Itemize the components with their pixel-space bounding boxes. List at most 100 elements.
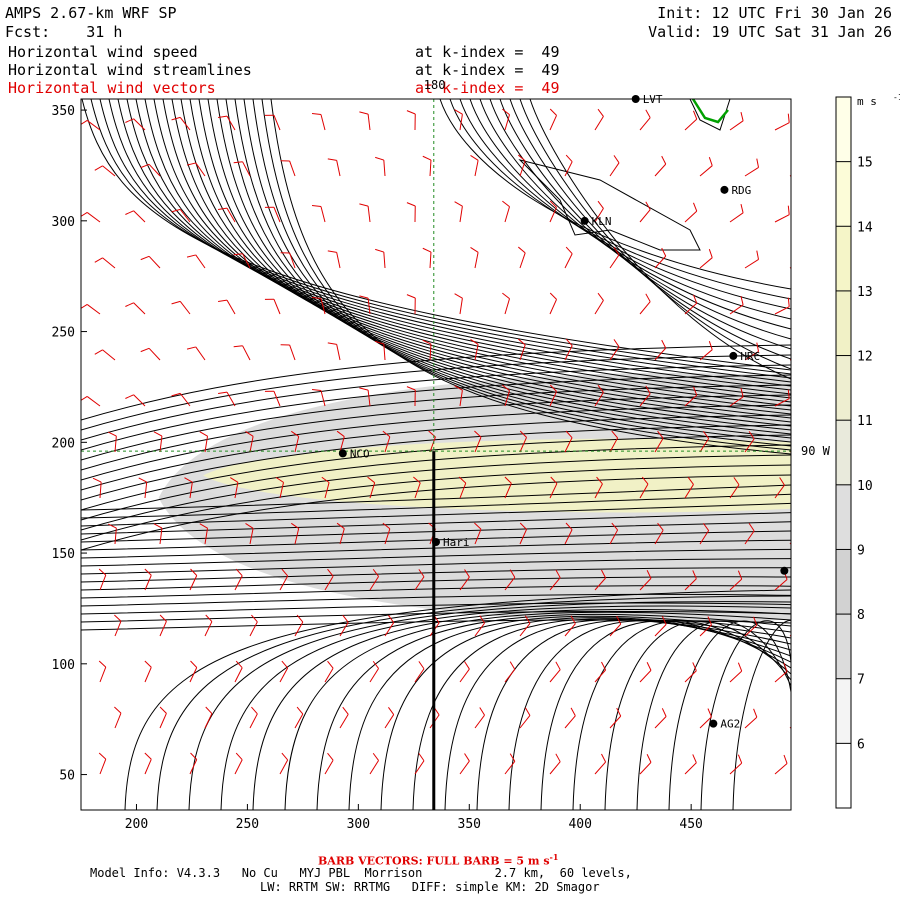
wind-barb — [639, 109, 651, 131]
wind-barb — [774, 662, 788, 683]
wind-barb — [138, 477, 148, 499]
wind-barb — [144, 752, 152, 775]
wind-barb — [245, 431, 254, 453]
wind-barb — [375, 248, 386, 269]
colorbar-label: 11 — [857, 414, 873, 429]
wind-barb — [359, 387, 371, 407]
wind-barb — [186, 254, 206, 269]
streamline — [99, 99, 791, 379]
wind-barb — [564, 154, 573, 177]
wind-barb — [517, 154, 526, 177]
wind-barb — [324, 752, 334, 775]
wind-barb — [744, 250, 760, 269]
wind-barb — [729, 295, 744, 315]
colorbar-frame — [835, 96, 852, 809]
wind-barb — [81, 304, 101, 315]
wind-barb — [336, 522, 345, 545]
station-label: KLN — [592, 215, 612, 228]
streamline — [81, 424, 791, 501]
field-name-streamlines: Horizontal wind streamlines — [8, 61, 252, 79]
station-dot — [580, 216, 589, 225]
wind-barb — [639, 570, 652, 591]
wind-barb — [186, 346, 206, 361]
wind-barb — [639, 662, 652, 683]
wind-barb — [98, 568, 107, 591]
colorbar-label: 15 — [857, 156, 873, 171]
wind-barb — [609, 339, 620, 361]
wind-barb — [218, 299, 236, 315]
wind-barb — [549, 200, 557, 223]
wind-barb — [729, 477, 740, 499]
wind-barb — [311, 204, 326, 223]
x-tick-label: 200 — [125, 817, 148, 832]
wind-barb — [654, 616, 667, 637]
wind-barb — [594, 661, 607, 683]
streamline — [124, 589, 791, 810]
wind-barb — [564, 707, 576, 729]
streamline — [81, 521, 791, 543]
colorbar-cell — [836, 97, 851, 162]
wind-barb — [519, 522, 527, 545]
wind-barb — [406, 202, 416, 223]
wind-barb — [339, 614, 349, 637]
streamline — [81, 464, 791, 541]
wind-barb — [218, 115, 236, 131]
station-label: RDG — [731, 184, 751, 197]
streamline — [572, 620, 791, 810]
wind-barb — [789, 174, 791, 177]
streamline — [81, 567, 791, 583]
streamline — [459, 99, 791, 310]
colorbar-cell — [836, 678, 851, 744]
wind-barb — [594, 569, 607, 591]
wind-barb — [280, 344, 296, 361]
x-axis: 200 250 300 350 400 450 — [125, 804, 703, 832]
wind-barb — [327, 250, 341, 269]
wind-barb — [189, 568, 198, 591]
wind-barb — [549, 108, 557, 131]
wind-barb — [140, 163, 161, 177]
wind-barb — [549, 661, 561, 683]
wind-barb — [609, 615, 622, 637]
wind-barb — [171, 300, 191, 315]
streamline — [234, 99, 791, 439]
wind-barb — [422, 155, 432, 177]
wind-barb — [744, 342, 760, 361]
streamline — [81, 364, 791, 441]
colorbar-cell — [836, 484, 851, 550]
wind-barb — [199, 431, 209, 453]
streamline — [225, 99, 791, 435]
colorbar-unit: m s — [857, 95, 877, 108]
streamline — [540, 620, 791, 810]
wind-barb — [98, 752, 107, 775]
colorbar-label: 8 — [857, 608, 865, 623]
streamline — [252, 608, 791, 810]
wind-barb — [234, 660, 243, 683]
wind-barb — [639, 476, 649, 499]
wind-barb — [159, 706, 167, 729]
wind-barb — [369, 568, 379, 591]
wind-barb — [359, 295, 371, 315]
parallel-label: 90 W — [801, 444, 831, 458]
wind-barb — [564, 430, 573, 453]
valid-time: Valid: 19 UTC Sat 31 Jan 26 — [648, 24, 892, 40]
streamline — [81, 602, 791, 615]
wind-barb — [639, 385, 651, 407]
station-label: AG2 — [720, 718, 740, 731]
y-tick-label: 200 — [52, 436, 75, 451]
wind-barb — [594, 200, 604, 223]
wind-barb — [384, 614, 395, 637]
streamline — [284, 611, 791, 810]
streamline — [81, 539, 791, 559]
wind-barb — [153, 431, 163, 453]
station-label: LVT — [643, 93, 663, 106]
wind-barb — [294, 614, 304, 637]
wind-barb — [171, 392, 191, 407]
wind-barb — [294, 706, 304, 729]
wind-barb — [458, 476, 467, 499]
streamline — [81, 576, 791, 591]
y-tick-label: 150 — [52, 547, 75, 562]
wind-barb — [504, 569, 516, 591]
wind-barb — [549, 476, 558, 499]
streamline — [499, 99, 791, 350]
